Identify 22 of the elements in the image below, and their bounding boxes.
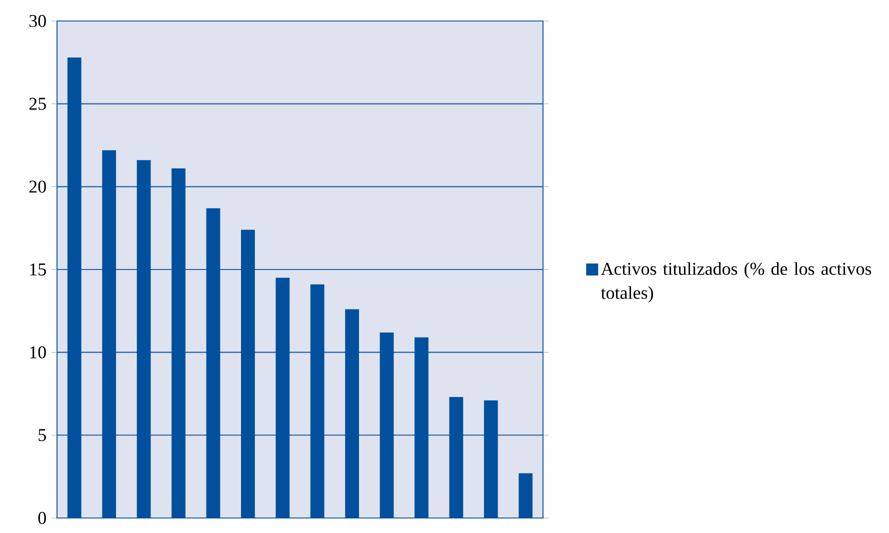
bar: [380, 332, 394, 518]
bar: [414, 337, 428, 518]
bar: [172, 168, 186, 518]
y-tick-label: 30: [29, 14, 46, 28]
bar: [484, 400, 498, 518]
bar: [310, 284, 324, 518]
y-tick-label: 10: [30, 346, 46, 358]
bar: [67, 58, 82, 518]
y-tick-label: 25: [29, 98, 46, 110]
y-tick-label: 20: [29, 180, 46, 193]
bar: [206, 208, 220, 518]
bar: [136, 160, 151, 518]
y-tick-label: 0: [38, 512, 46, 524]
bar: [240, 230, 255, 518]
y-tick-label: 5: [38, 429, 46, 442]
bar: [102, 150, 116, 518]
legend-label: Activos titulizados (% de los activos totales): [600, 262, 872, 303]
bar: [345, 309, 360, 518]
y-tick-label: 15: [30, 264, 46, 276]
bar: [276, 278, 290, 518]
bar: [449, 397, 464, 518]
bar: [518, 473, 533, 518]
